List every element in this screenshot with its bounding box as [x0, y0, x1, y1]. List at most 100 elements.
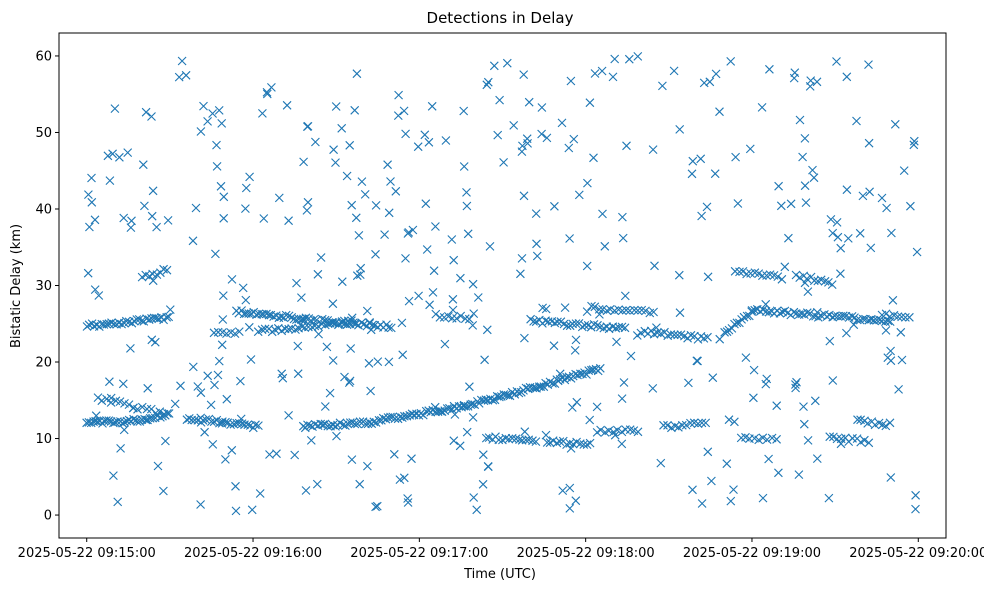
detection-marker [598, 209, 607, 219]
detection-marker [589, 153, 598, 163]
detection-marker [832, 57, 841, 66]
detection-marker [745, 144, 755, 154]
detection-marker [113, 497, 123, 507]
detection-marker [346, 344, 356, 353]
detection-marker [347, 455, 357, 464]
detection-marker [617, 306, 627, 315]
detection-marker [311, 137, 320, 147]
detection-marker [343, 419, 352, 428]
detection-marker [899, 166, 909, 175]
detection-marker [207, 417, 216, 426]
detection-marker [427, 101, 437, 111]
detection-marker [602, 306, 612, 316]
detection-marker [686, 330, 696, 340]
detection-marker [351, 213, 361, 223]
detection-marker [749, 393, 758, 403]
detection-marker [354, 231, 364, 240]
detection-marker [128, 403, 138, 413]
detection-marker [596, 425, 605, 435]
detection-marker [587, 301, 596, 311]
detection-marker [347, 200, 357, 210]
detection-marker [855, 315, 865, 325]
detection-marker [529, 317, 538, 326]
detection-marker [103, 151, 113, 161]
detection-marker [537, 103, 547, 112]
detection-marker [555, 437, 565, 446]
detection-marker [842, 328, 851, 338]
detection-marker [347, 313, 357, 323]
detection-marker [549, 341, 559, 351]
detection-marker [774, 468, 783, 478]
detection-marker [801, 198, 811, 207]
detection-marker [842, 72, 852, 82]
detection-marker [342, 171, 352, 181]
detection-marker [577, 322, 587, 332]
detection-marker [342, 320, 352, 330]
detection-marker [301, 313, 311, 323]
detection-marker [906, 201, 915, 211]
detection-marker [391, 186, 401, 196]
detection-marker [448, 305, 458, 315]
detection-marker [648, 145, 658, 154]
detection-marker [495, 95, 504, 105]
detection-marker [733, 199, 743, 208]
detection-marker [284, 216, 293, 226]
detection-marker [739, 312, 749, 322]
detection-marker [284, 311, 294, 321]
detection-marker [407, 454, 416, 464]
detection-marker [116, 444, 125, 453]
detection-marker [123, 148, 133, 157]
detection-marker [570, 346, 580, 355]
detection-marker [301, 486, 311, 495]
y-tick-label: 60 [35, 49, 52, 64]
detection-marker [794, 470, 804, 479]
detection-marker [188, 236, 198, 246]
detection-marker [238, 283, 248, 293]
detection-marker [229, 419, 239, 429]
detection-marker [164, 409, 174, 418]
detection-marker [791, 380, 800, 389]
detection-marker [259, 309, 268, 319]
detection-marker [669, 330, 679, 340]
detection-marker [881, 326, 891, 335]
detection-marker [181, 70, 191, 80]
detection-marker [313, 269, 323, 279]
detection-marker [650, 261, 659, 271]
detection-marker [371, 201, 381, 210]
detection-marker [317, 314, 327, 324]
detection-marker [281, 310, 291, 320]
detection-marker [809, 173, 819, 183]
detection-marker [541, 304, 551, 314]
detection-marker [383, 160, 392, 170]
detection-marker [882, 203, 891, 213]
detection-marker [272, 449, 281, 459]
detection-marker [217, 340, 227, 350]
detection-marker [196, 418, 206, 427]
detection-marker [726, 57, 736, 66]
detection-marker [610, 54, 620, 64]
detection-marker [365, 318, 374, 327]
detection-marker [534, 382, 544, 392]
detection-marker [522, 134, 532, 144]
detection-marker [649, 307, 658, 317]
detection-marker [366, 386, 375, 396]
detection-marker [303, 121, 313, 131]
detection-marker [188, 362, 198, 372]
detection-marker [332, 431, 341, 441]
detection-marker [658, 81, 667, 91]
detection-marker [105, 377, 114, 387]
detection-marker [200, 427, 209, 437]
detection-marker [773, 272, 783, 281]
detection-marker [697, 499, 707, 508]
detection-marker [97, 396, 107, 406]
detection-marker [832, 218, 842, 227]
detection-marker [582, 261, 592, 271]
detection-marker [366, 325, 376, 335]
detection-marker [255, 489, 265, 498]
detection-marker [532, 251, 542, 261]
detection-marker [210, 380, 219, 390]
detection-marker [699, 78, 709, 88]
detection-marker [372, 501, 382, 511]
detection-marker [758, 493, 768, 503]
